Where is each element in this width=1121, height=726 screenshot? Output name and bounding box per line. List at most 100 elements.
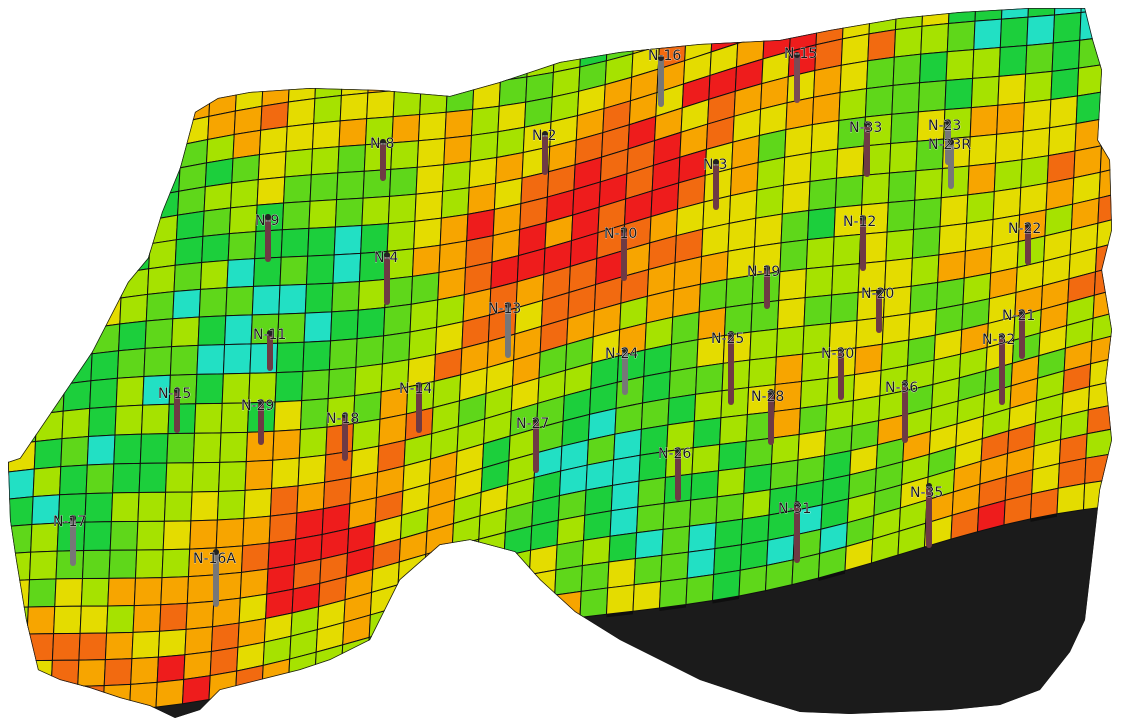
well-marker[interactable]: N-30 bbox=[821, 346, 855, 400]
well-marker[interactable]: N-18 bbox=[326, 411, 360, 461]
grid-cell bbox=[368, 38, 398, 68]
well-marker[interactable]: N-21 bbox=[1002, 308, 1036, 359]
well-marker[interactable]: N-26 bbox=[658, 446, 692, 501]
well-marker[interactable]: N-10 bbox=[604, 226, 638, 281]
grid-cell bbox=[114, 404, 144, 436]
well-marker[interactable]: N-33 bbox=[849, 120, 883, 177]
well-marker[interactable]: N-13 bbox=[488, 301, 522, 358]
grid-cell bbox=[395, 35, 424, 66]
layer-edge bbox=[0, 0, 4, 2]
grid-cell bbox=[77, 659, 106, 687]
well-marker[interactable]: N-2 bbox=[532, 128, 557, 175]
grid-cell bbox=[780, 209, 810, 244]
grid-cell bbox=[337, 144, 367, 174]
well-marker[interactable]: N-28 bbox=[751, 389, 785, 445]
well-marker[interactable]: N-4 bbox=[374, 250, 399, 305]
well-marker[interactable]: N-35 bbox=[910, 483, 944, 548]
well-marker[interactable]: N-14 bbox=[399, 381, 433, 433]
grid-cell bbox=[22, 126, 52, 156]
grid-cell bbox=[155, 678, 185, 708]
grid-cell bbox=[99, 156, 129, 186]
grid-cell bbox=[232, 129, 262, 160]
well-marker[interactable]: N-12 bbox=[843, 214, 877, 271]
grid-cell bbox=[126, 150, 156, 180]
well-marker[interactable]: N-27 bbox=[516, 416, 550, 473]
layer-edge bbox=[740, 0, 767, 1]
grid-cell bbox=[1052, 11, 1082, 44]
grid-cell bbox=[1086, 403, 1112, 435]
well-marker[interactable]: N-32 bbox=[982, 332, 1016, 405]
grid-cell bbox=[421, 33, 451, 64]
grid-cell bbox=[55, 8, 85, 26]
well-marker[interactable]: N-31 bbox=[778, 501, 812, 563]
grid-cell bbox=[181, 675, 211, 705]
well-marker[interactable]: N-24 bbox=[605, 346, 639, 395]
grid-cell bbox=[449, 561, 479, 594]
grid-cell bbox=[1022, 99, 1052, 132]
wellhead-dot bbox=[505, 302, 511, 308]
grid-cell bbox=[450, 8, 480, 9]
grid-cell bbox=[316, 19, 346, 50]
grid-cell bbox=[188, 0, 216, 5]
grid-cell bbox=[504, 0, 532, 3]
well-label: N-15 bbox=[158, 386, 191, 402]
grid-cell bbox=[113, 433, 143, 465]
well-marker[interactable]: N-23R bbox=[928, 137, 972, 189]
grid-cell bbox=[258, 125, 288, 156]
grid-cell bbox=[366, 90, 395, 120]
well-marker[interactable]: N-11 bbox=[253, 327, 287, 371]
grid-cell bbox=[190, 490, 220, 522]
well-label: N-22 bbox=[1008, 221, 1041, 237]
grid-cell bbox=[218, 461, 247, 492]
grid-cell bbox=[296, 481, 326, 514]
grid-cell bbox=[390, 140, 420, 170]
well-label: N-30 bbox=[821, 346, 854, 362]
grid-cell bbox=[1098, 165, 1112, 199]
well-marker[interactable]: N-9 bbox=[255, 213, 280, 262]
grid-cell bbox=[25, 77, 55, 107]
well-marker[interactable]: N-36 bbox=[885, 380, 919, 443]
grid-cell bbox=[442, 160, 471, 192]
well-marker[interactable]: N-20 bbox=[861, 286, 895, 333]
well-label: N-24 bbox=[605, 346, 638, 362]
grid-cell bbox=[274, 370, 304, 403]
well-marker[interactable]: N-15 bbox=[158, 386, 192, 433]
grid-cell bbox=[195, 373, 224, 405]
well-marker[interactable]: N-25 bbox=[711, 331, 745, 405]
well-marker[interactable]: N-8 bbox=[370, 136, 395, 181]
well-label: N-18 bbox=[326, 411, 359, 427]
grid-cell bbox=[8, 444, 10, 477]
grid-cell bbox=[231, 154, 261, 184]
grid-cell bbox=[14, 287, 44, 319]
grid-cell bbox=[0, 83, 1, 111]
grid-cell bbox=[386, 220, 416, 252]
grid-cell bbox=[8, 201, 22, 231]
well-marker[interactable]: N-16A bbox=[193, 549, 237, 607]
layer-edge bbox=[262, 681, 289, 692]
grid-cell bbox=[331, 281, 361, 313]
layer-edge bbox=[8, 341, 14, 351]
grid-cell bbox=[8, 246, 20, 277]
well-marker[interactable]: N-22 bbox=[1008, 221, 1042, 265]
well-marker[interactable]: N-17 bbox=[53, 514, 87, 566]
grid-cell bbox=[28, 550, 58, 581]
grid-cell bbox=[440, 187, 470, 219]
well-marker[interactable]: N-29 bbox=[241, 398, 275, 445]
well-marker[interactable]: N-16 bbox=[648, 48, 682, 107]
grid-cell bbox=[0, 554, 4, 583]
grid-cell bbox=[160, 8, 189, 36]
grid-cell bbox=[699, 250, 729, 285]
grid-cell bbox=[692, 417, 722, 449]
grid-cell bbox=[213, 8, 242, 24]
grid-cell bbox=[251, 284, 281, 316]
grid-cell bbox=[917, 79, 947, 113]
well-marker[interactable]: N-3 bbox=[703, 157, 728, 210]
grid-cell bbox=[690, 470, 720, 501]
well-marker[interactable]: N-15 bbox=[784, 46, 818, 103]
well-marker[interactable]: N-19 bbox=[747, 264, 781, 309]
grid-cell bbox=[167, 403, 197, 435]
grid-cell bbox=[798, 404, 828, 436]
grid-cell bbox=[309, 172, 339, 202]
